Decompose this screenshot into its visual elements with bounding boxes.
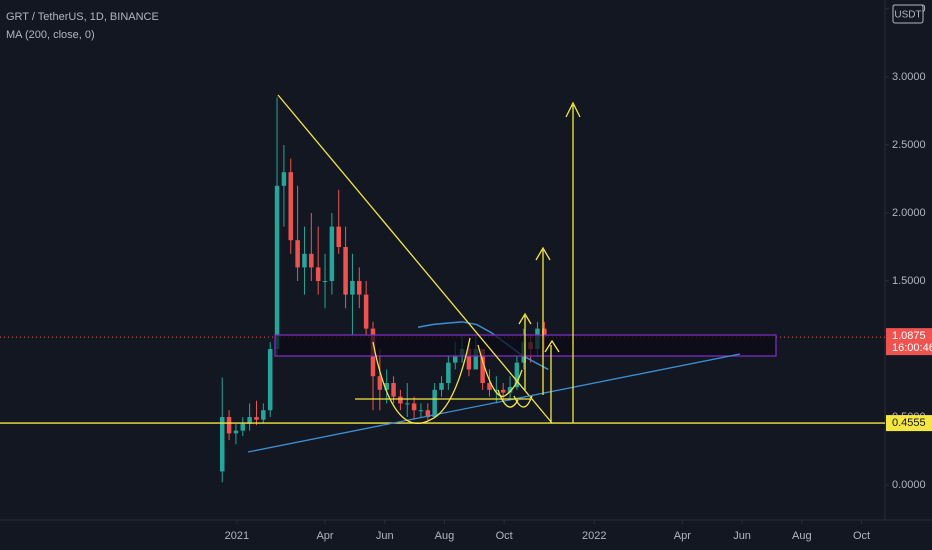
candle-body xyxy=(473,349,479,370)
x-tick-label: Jun xyxy=(733,530,751,542)
candle-body xyxy=(405,403,410,405)
x-tick-label: 2021 xyxy=(225,530,249,542)
candle-body xyxy=(480,349,485,384)
candle-body xyxy=(336,226,341,248)
cup-arc xyxy=(477,344,523,398)
currency-label[interactable]: USDT xyxy=(894,10,921,21)
candle-body xyxy=(350,281,355,295)
currency-box[interactable] xyxy=(892,4,924,24)
candle-body xyxy=(267,349,273,411)
hline-price-box xyxy=(886,415,932,432)
x-tick-label: Aug xyxy=(792,530,812,542)
x-tick-label: Apr xyxy=(316,530,333,542)
countdown-label: 16:00:46 xyxy=(892,342,932,354)
chart-title: GRT / TetherUS, 1D, BINANCE xyxy=(6,11,159,23)
y-tick-label: 3.0000 xyxy=(892,71,926,83)
y-tick-label: 0.0000 xyxy=(892,479,926,491)
arrow xyxy=(535,246,551,395)
candle-body xyxy=(398,396,403,404)
candle-body xyxy=(466,349,472,370)
x-tick-label: Jun xyxy=(376,530,394,542)
candle-body xyxy=(384,383,389,390)
candle-body xyxy=(315,267,321,282)
candle-body xyxy=(514,362,520,388)
candle-body xyxy=(363,294,369,329)
indicator-label: MA (200, close, 0) xyxy=(6,29,95,41)
candle-body xyxy=(281,172,287,186)
x-tick-label: Oct xyxy=(853,530,870,542)
candle-body xyxy=(542,328,547,337)
drawings xyxy=(247,94,777,453)
candle-body xyxy=(254,417,259,420)
candle-body xyxy=(233,430,239,434)
x-tick-label: Oct xyxy=(496,530,513,542)
cup-arc xyxy=(497,389,533,408)
candle-body xyxy=(329,226,335,282)
last-price-label: 1.0875 xyxy=(892,330,926,342)
arrow xyxy=(565,101,581,423)
trend-line xyxy=(277,94,553,424)
candle-body xyxy=(425,410,431,418)
arrow xyxy=(518,312,532,390)
candle-body xyxy=(500,389,506,393)
candle-body xyxy=(452,355,458,363)
x-tick-label: 2022 xyxy=(582,530,606,542)
candle-body xyxy=(309,253,314,268)
candle-body xyxy=(302,253,307,268)
y-tick-label: 1.5000 xyxy=(892,275,926,287)
cup-arc xyxy=(372,337,471,425)
candle-body xyxy=(357,281,362,295)
y-tick-label: 2.5000 xyxy=(892,139,926,151)
candle-body xyxy=(494,389,499,391)
candle-body xyxy=(343,247,348,295)
candle-body xyxy=(219,417,225,472)
arrow xyxy=(544,339,560,423)
candle-body xyxy=(322,281,328,283)
candle-body xyxy=(295,240,300,268)
x-tick-label: Aug xyxy=(435,530,455,542)
candle-body xyxy=(288,172,294,241)
candle-body xyxy=(261,410,266,420)
candle-body xyxy=(446,362,451,384)
last-price-box xyxy=(886,328,932,356)
moving-average xyxy=(417,321,549,371)
candle-body xyxy=(240,423,246,431)
candle-body xyxy=(274,185,280,350)
hline-price-label: 0.4555 xyxy=(892,417,926,429)
candle-body xyxy=(418,410,424,412)
candle-body xyxy=(247,417,252,424)
candle-body xyxy=(377,376,383,390)
y-tick-label: 2.0000 xyxy=(892,207,926,219)
candle-body xyxy=(439,383,444,390)
candle-body xyxy=(487,383,492,390)
candle-body xyxy=(432,389,437,418)
plot xyxy=(0,97,885,483)
candle-body xyxy=(226,417,232,434)
candle-body xyxy=(507,387,513,393)
candle-body xyxy=(391,383,396,397)
trend-line xyxy=(247,353,741,453)
x-tick-label: Apr xyxy=(674,530,691,542)
candle-body xyxy=(411,403,417,411)
